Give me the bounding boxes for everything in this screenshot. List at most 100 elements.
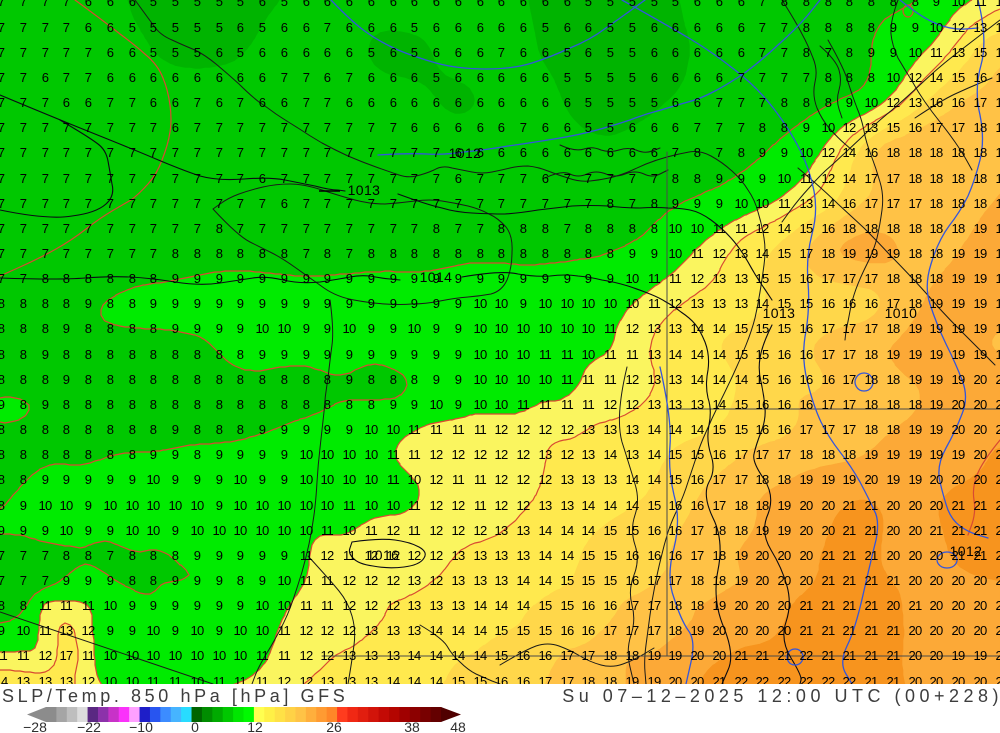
svg-text:9: 9 [455, 347, 462, 362]
svg-text:6: 6 [520, 20, 527, 35]
svg-text:9: 9 [259, 548, 266, 563]
svg-text:18: 18 [929, 246, 943, 261]
svg-text:15: 15 [777, 321, 791, 336]
svg-text:20: 20 [973, 623, 987, 638]
svg-text:10: 10 [581, 347, 595, 362]
svg-text:10: 10 [494, 347, 508, 362]
svg-text:8: 8 [825, 95, 832, 110]
svg-text:12: 12 [81, 623, 95, 638]
svg-text:7: 7 [716, 145, 723, 160]
svg-text:15: 15 [473, 674, 487, 689]
svg-text:7: 7 [194, 145, 201, 160]
svg-text:10: 10 [277, 498, 291, 513]
svg-text:18: 18 [712, 523, 726, 538]
svg-text:7: 7 [85, 221, 92, 236]
svg-text:19: 19 [995, 246, 1000, 261]
svg-text:10: 10 [690, 221, 704, 236]
svg-text:13: 13 [908, 95, 922, 110]
svg-text:10: 10 [299, 498, 313, 513]
svg-text:7: 7 [237, 145, 244, 160]
svg-text:18: 18 [777, 472, 791, 487]
svg-text:20: 20 [951, 422, 965, 437]
svg-text:10: 10 [255, 498, 269, 513]
svg-text:11: 11 [626, 347, 639, 362]
svg-text:11: 11 [60, 598, 73, 613]
svg-text:20: 20 [951, 397, 965, 412]
svg-text:18: 18 [734, 523, 748, 538]
svg-text:9: 9 [237, 321, 244, 336]
svg-text:5: 5 [129, 20, 136, 35]
svg-text:17: 17 [603, 623, 617, 638]
svg-text:18: 18 [821, 447, 835, 462]
svg-text:7: 7 [172, 171, 179, 186]
svg-text:19: 19 [886, 246, 900, 261]
svg-text:6: 6 [564, 0, 571, 9]
svg-text:20: 20 [799, 548, 813, 563]
svg-text:10: 10 [190, 674, 204, 689]
svg-text:6: 6 [107, 20, 114, 35]
svg-text:14: 14 [407, 674, 421, 689]
svg-text:11: 11 [343, 548, 356, 563]
svg-text:5: 5 [629, 95, 636, 110]
svg-text:1010: 1010 [885, 305, 918, 321]
svg-text:10: 10 [146, 472, 160, 487]
svg-text:10: 10 [299, 523, 313, 538]
svg-text:5: 5 [672, 0, 679, 9]
svg-text:7: 7 [324, 120, 331, 135]
svg-text:7: 7 [759, 70, 766, 85]
svg-text:7: 7 [0, 246, 5, 261]
svg-text:18: 18 [668, 623, 682, 638]
svg-text:13: 13 [712, 296, 726, 311]
svg-text:7: 7 [629, 196, 636, 211]
svg-text:12: 12 [429, 498, 443, 513]
svg-text:7: 7 [390, 120, 397, 135]
svg-text:8: 8 [0, 598, 5, 613]
svg-text:8: 8 [194, 422, 201, 437]
svg-text:7: 7 [303, 120, 310, 135]
svg-text:15: 15 [647, 498, 661, 513]
svg-text:18: 18 [842, 447, 856, 462]
svg-text:15: 15 [973, 45, 987, 60]
svg-text:11: 11 [300, 573, 313, 588]
svg-text:17: 17 [734, 472, 748, 487]
svg-text:8: 8 [216, 246, 223, 261]
svg-text:18: 18 [755, 498, 769, 513]
svg-text:7: 7 [716, 120, 723, 135]
svg-text:20: 20 [951, 598, 965, 613]
svg-text:19: 19 [929, 321, 943, 336]
svg-text:14: 14 [734, 372, 748, 387]
svg-text:15: 15 [538, 598, 552, 613]
svg-text:9: 9 [303, 271, 310, 286]
svg-text:8: 8 [868, 70, 875, 85]
svg-text:6: 6 [520, 45, 527, 60]
svg-text:6: 6 [564, 145, 571, 160]
svg-text:7: 7 [433, 145, 440, 160]
svg-text:8: 8 [825, 20, 832, 35]
svg-text:7: 7 [781, 20, 788, 35]
svg-text:1013: 1013 [348, 182, 381, 198]
svg-text:12: 12 [364, 548, 378, 563]
svg-text:10: 10 [190, 623, 204, 638]
svg-text:6: 6 [85, 95, 92, 110]
svg-text:17: 17 [59, 648, 73, 663]
svg-text:9: 9 [216, 498, 223, 513]
svg-text:7: 7 [346, 120, 353, 135]
svg-text:9: 9 [455, 321, 462, 336]
svg-text:21: 21 [799, 598, 813, 613]
svg-text:7: 7 [368, 221, 375, 236]
svg-text:19: 19 [929, 397, 943, 412]
svg-text:21: 21 [864, 498, 878, 513]
svg-text:13: 13 [864, 120, 878, 135]
svg-text:10: 10 [103, 674, 117, 689]
svg-text:8: 8 [390, 372, 397, 387]
svg-text:17: 17 [973, 95, 987, 110]
svg-text:12: 12 [494, 422, 508, 437]
svg-text:7: 7 [390, 145, 397, 160]
svg-text:16: 16 [908, 120, 922, 135]
svg-text:20: 20 [929, 648, 943, 663]
svg-text:6: 6 [585, 45, 592, 60]
svg-text:8: 8 [85, 321, 92, 336]
svg-text:8: 8 [825, 70, 832, 85]
svg-text:7: 7 [0, 20, 5, 35]
svg-text:21: 21 [995, 548, 1000, 563]
